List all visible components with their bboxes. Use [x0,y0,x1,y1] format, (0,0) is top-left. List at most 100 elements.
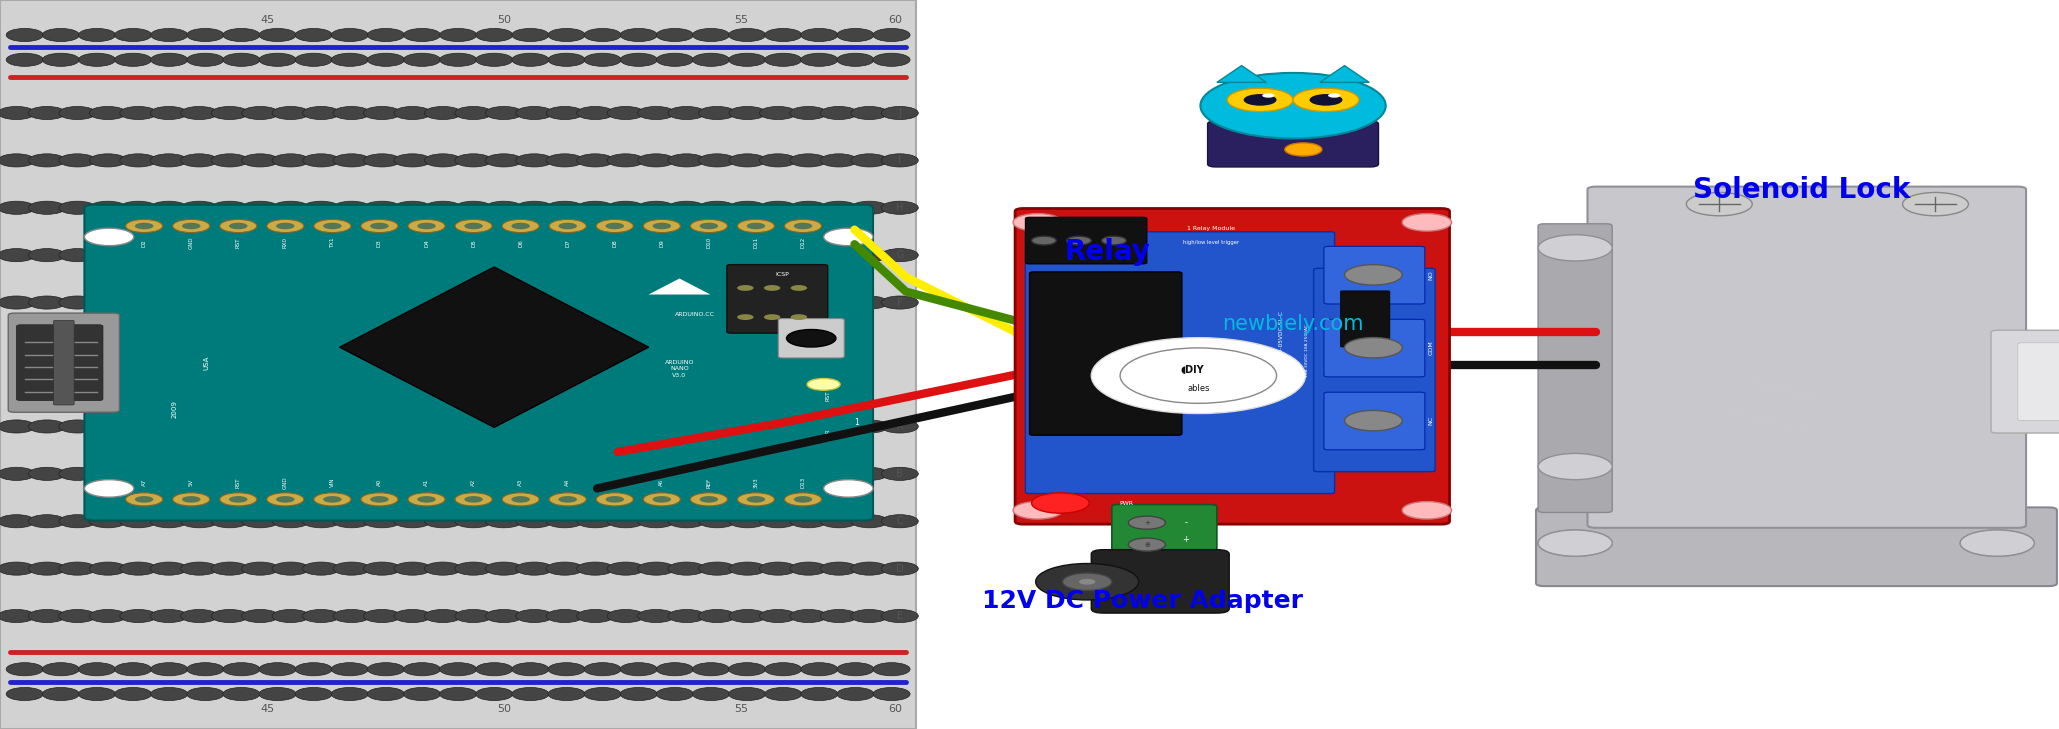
Circle shape [577,201,614,214]
Circle shape [1067,236,1091,245]
Circle shape [43,687,80,701]
Circle shape [272,420,309,433]
Circle shape [364,515,402,528]
Circle shape [364,609,402,623]
Circle shape [364,201,402,214]
FancyBboxPatch shape [1025,232,1334,494]
Text: F: F [898,297,902,308]
Circle shape [60,296,97,309]
Circle shape [1079,579,1095,585]
Circle shape [0,201,35,214]
Text: ◖DIY: ◖DIY [1180,364,1205,375]
Circle shape [181,515,218,528]
Text: A5: A5 [612,479,618,486]
Circle shape [360,219,397,233]
Text: newbiely.com: newbiely.com [1723,404,1818,442]
Circle shape [1345,410,1402,431]
Circle shape [513,687,550,701]
Circle shape [78,687,115,701]
Circle shape [585,663,622,676]
Circle shape [303,154,340,167]
Circle shape [0,420,35,433]
Circle shape [6,687,43,701]
Circle shape [303,106,340,120]
Circle shape [747,496,766,503]
FancyBboxPatch shape [1025,217,1147,264]
Circle shape [303,420,340,433]
Circle shape [737,285,754,291]
FancyBboxPatch shape [1015,208,1450,524]
Text: D10: D10 [706,237,710,249]
Circle shape [29,296,66,309]
Text: A: A [896,421,904,432]
Text: 5V: 5V [189,479,194,486]
Circle shape [455,201,492,214]
Circle shape [548,687,585,701]
Circle shape [546,154,583,167]
Circle shape [119,296,156,309]
Text: J: J [898,108,902,118]
Circle shape [276,496,294,503]
Circle shape [486,201,523,214]
Text: A2: A2 [472,479,476,486]
Circle shape [119,154,156,167]
Circle shape [60,467,97,480]
Circle shape [187,687,224,701]
Circle shape [760,562,797,575]
Circle shape [220,219,257,233]
Circle shape [764,687,801,701]
Circle shape [515,420,552,433]
Circle shape [486,562,523,575]
Circle shape [241,562,278,575]
FancyBboxPatch shape [778,319,844,358]
Circle shape [607,249,644,262]
Circle shape [577,515,614,528]
Circle shape [119,562,156,575]
Circle shape [873,663,910,676]
Circle shape [737,314,754,320]
Circle shape [424,420,461,433]
Circle shape [819,249,857,262]
Circle shape [364,562,402,575]
Circle shape [393,154,430,167]
Circle shape [760,515,797,528]
Circle shape [729,562,766,575]
Circle shape [546,201,583,214]
Circle shape [546,467,583,480]
Circle shape [455,106,492,120]
Circle shape [801,663,838,676]
Circle shape [294,28,331,42]
Circle shape [1244,94,1277,106]
Text: USA: USA [204,356,208,370]
Circle shape [692,28,729,42]
Circle shape [801,53,838,66]
Circle shape [729,296,766,309]
Circle shape [119,515,156,528]
Circle shape [241,515,278,528]
Circle shape [126,219,163,233]
Circle shape [1013,214,1062,231]
Circle shape [819,154,857,167]
Circle shape [698,515,735,528]
Text: A1: A1 [424,479,428,486]
Circle shape [303,562,340,575]
Circle shape [585,28,622,42]
Text: ICSP: ICSP [776,273,789,277]
Circle shape [1686,192,1752,216]
Circle shape [729,663,766,676]
Circle shape [150,420,187,433]
Text: 55: 55 [735,15,747,25]
Circle shape [515,106,552,120]
Circle shape [187,663,224,676]
Circle shape [747,223,766,230]
Circle shape [181,467,218,480]
Circle shape [760,467,797,480]
Circle shape [272,467,309,480]
Circle shape [881,467,918,480]
Circle shape [791,201,828,214]
Circle shape [667,562,704,575]
Circle shape [597,219,634,233]
Circle shape [212,467,249,480]
Circle shape [222,53,259,66]
Circle shape [393,106,430,120]
